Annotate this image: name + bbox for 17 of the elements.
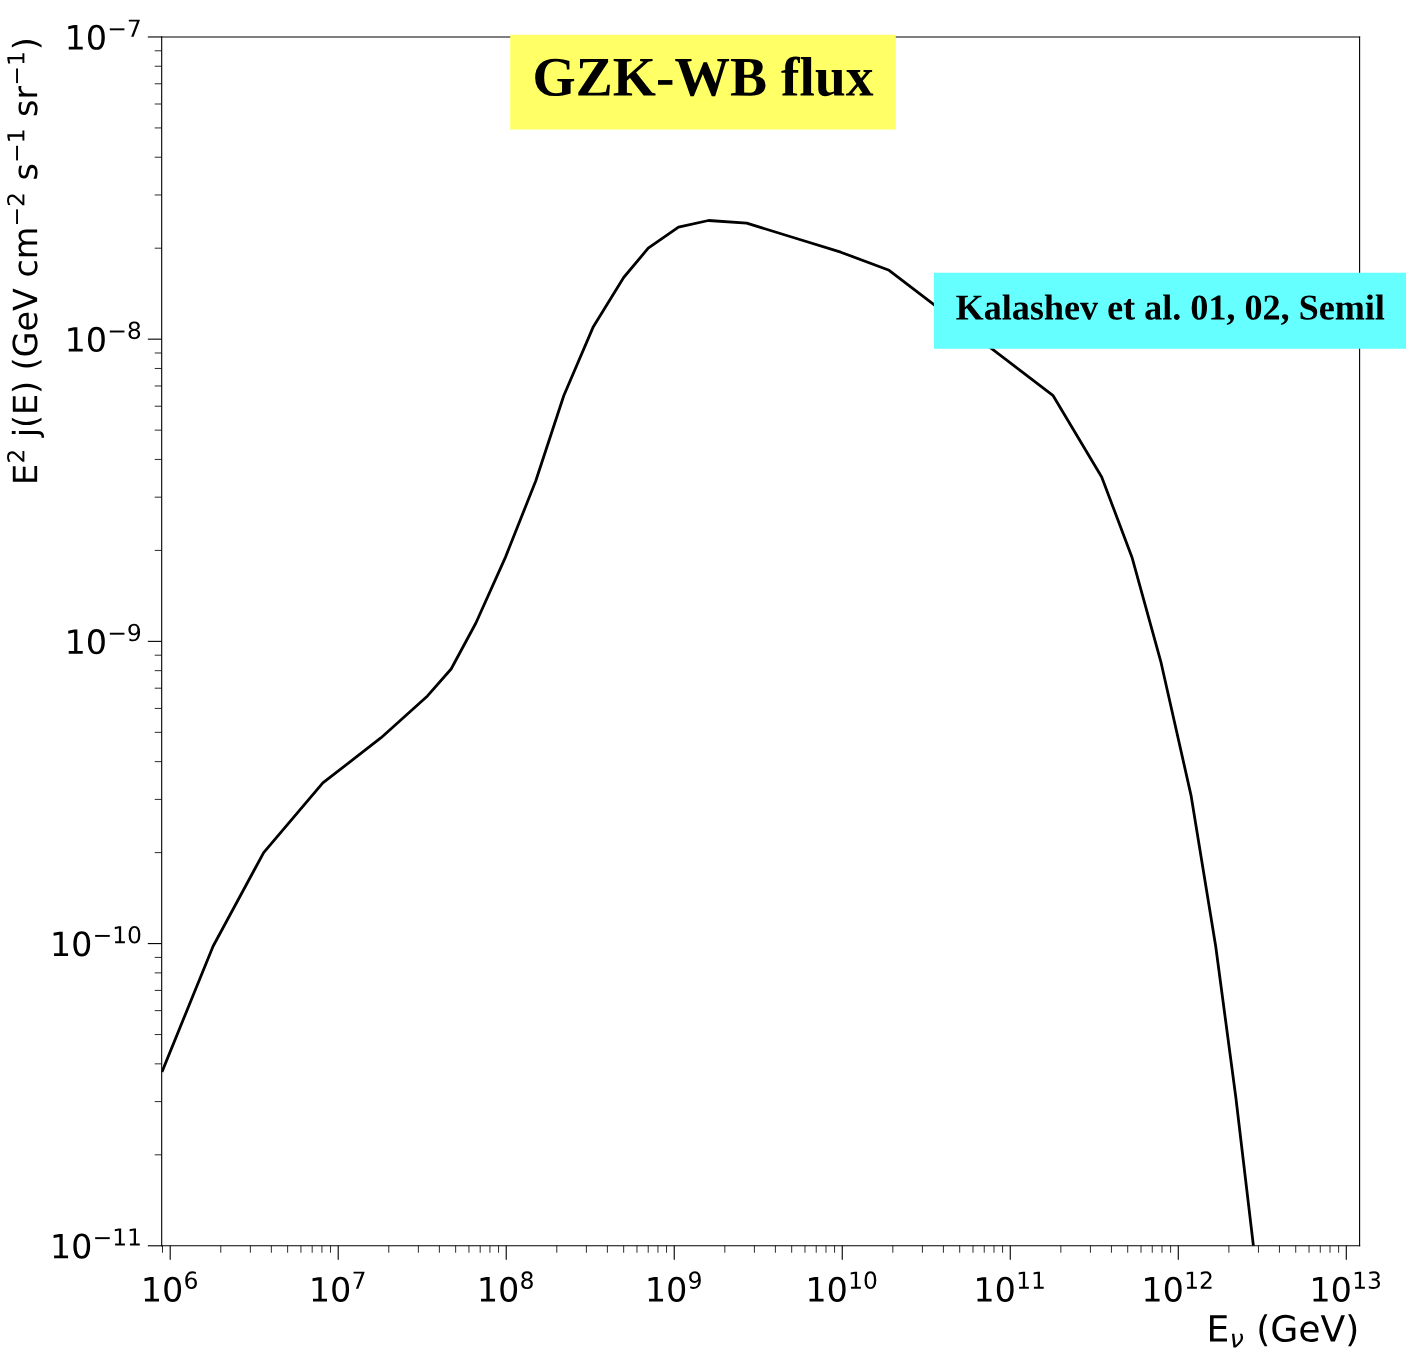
x-axis-title: E$_{ν}$ (GeV) — [1210, 1314, 1357, 1348]
x-tick-label: 10$^{6}$ — [144, 1271, 197, 1302]
x-tick-label: 10$^{11}$ — [977, 1271, 1044, 1302]
x-tick-label: 10$^{13}$ — [1313, 1271, 1381, 1302]
y-tick-label: 10$^{−10}$ — [53, 925, 141, 957]
y-tick-label: 10$^{−9}$ — [68, 623, 141, 655]
x-tick-label: 10$^{8}$ — [480, 1271, 533, 1302]
y-tick-label: 10$^{−8}$ — [68, 321, 141, 353]
annotation: Kalashev et al. 01, 02, Semil — [956, 294, 1385, 326]
x-tick-label: 10$^{7}$ — [312, 1271, 365, 1302]
y-tick-label: 10$^{−11}$ — [53, 1228, 140, 1259]
x-tick-label: 10$^{9}$ — [648, 1271, 701, 1302]
text: E$^{2}$ j(E) (GeV cm$^{−2}$ s$^{−1}$ sr$^{−1}$) — [7, 40, 45, 482]
x-tick-label: 10$^{12}$ — [1145, 1271, 1212, 1302]
chart-title: GZK-WB flux — [535, 56, 874, 97]
y-tick-label: 10$^{−7}$ — [68, 19, 140, 50]
x-tick-label: 10$^{10}$ — [809, 1271, 877, 1302]
